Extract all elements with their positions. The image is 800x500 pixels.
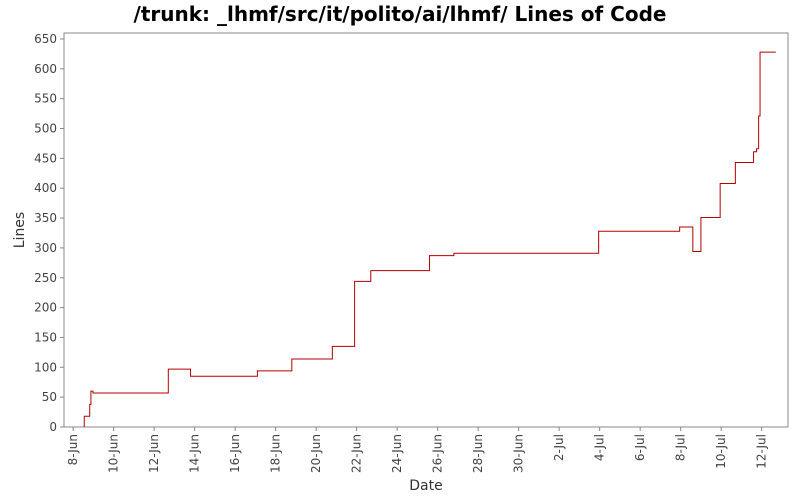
- x-tick-label: 20-Jun: [309, 434, 323, 473]
- x-tick-label: 18-Jun: [269, 434, 283, 473]
- x-tick-label: 22-Jun: [350, 434, 364, 473]
- x-tick-label: 26-Jun: [431, 434, 445, 473]
- y-tick-label: 200: [34, 301, 57, 315]
- x-tick-label: 4-Jul: [593, 434, 607, 461]
- series-layer: [83, 51, 776, 427]
- x-tick-label: 28-Jun: [471, 434, 485, 473]
- y-tick-label: 550: [34, 92, 57, 106]
- y-tick-label: 50: [42, 390, 57, 404]
- y-tick-label: 100: [34, 360, 57, 374]
- series-line: [83, 51, 776, 427]
- y-tick-label: 150: [34, 330, 57, 344]
- x-axis: 8-Jun 10-Jun 12-Jun 14-Jun 16-Jun 18-Jun 20-Ju…: [66, 427, 769, 473]
- x-tick-label: 12-Jun: [147, 434, 161, 473]
- x-tick-label: 16-Jun: [228, 434, 242, 473]
- x-tick-label: 14-Jun: [188, 434, 202, 473]
- y-axis-label: Lines: [12, 212, 28, 248]
- x-tick-label: 10-Jul: [714, 434, 728, 469]
- y-tick-label: 300: [34, 241, 57, 255]
- plot-area: [63, 32, 789, 428]
- x-tick-label: 24-Jun: [390, 434, 404, 473]
- x-tick-label: 6-Jul: [633, 434, 647, 461]
- x-axis-label: Date: [409, 478, 442, 494]
- y-tick-label: 650: [34, 32, 57, 46]
- y-tick-label: 0: [49, 420, 57, 434]
- y-tick-label: 600: [34, 62, 57, 76]
- y-tick-label: 450: [34, 151, 57, 165]
- y-tick-label: 500: [34, 122, 57, 136]
- y-tick-label: 400: [34, 181, 57, 195]
- x-tick-label: 8-Jun: [66, 434, 80, 465]
- x-tick-label: 30-Jun: [512, 434, 526, 473]
- chart-title: /trunk: _lhmf/src/it/polito/ai/lhmf/ Lin…: [134, 2, 667, 26]
- x-tick-label: 2-Jul: [552, 434, 566, 461]
- x-tick-label: 8-Jul: [674, 434, 688, 461]
- y-axis: 0 50 100 150 200 250 300 350 400 450 500 550 600 650: [34, 32, 64, 434]
- y-tick-label: 250: [34, 271, 57, 285]
- y-tick-label: 350: [34, 211, 57, 225]
- x-tick-label: 12-Jul: [755, 434, 769, 469]
- x-tick-label: 10-Jun: [107, 434, 121, 473]
